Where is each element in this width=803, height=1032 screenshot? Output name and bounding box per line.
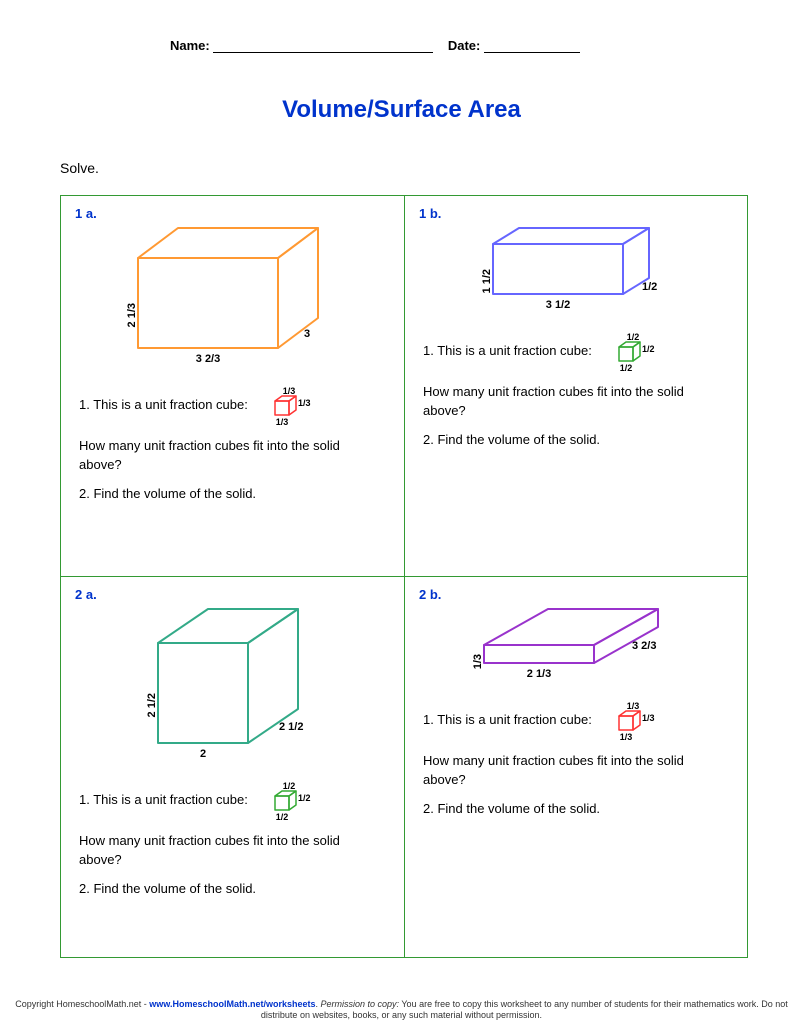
box-figure: 2 1/3 3 2/3 3 — [98, 218, 368, 374]
name-label: Name: — [170, 38, 210, 53]
question-text: How many unit fraction cubes fit into th… — [423, 383, 729, 421]
svg-text:1/3: 1/3 — [276, 417, 289, 427]
footer: Copyright HomeschoolMath.net - www.Homes… — [0, 999, 803, 1022]
question-text: 1. This is a unit fraction cube: 1/3 1/3… — [79, 384, 386, 427]
svg-text:2 1/3: 2 1/3 — [527, 668, 551, 680]
unit-cube-icon: 1/2 1/2 1/2 — [255, 779, 320, 822]
question-text: How many unit fraction cubes fit into th… — [79, 437, 386, 475]
problem-cell-1a: 1 a. 2 1/3 3 2/3 3 1. This is a unit fra… — [61, 196, 404, 576]
svg-text:3: 3 — [304, 328, 310, 340]
question-text: 1. This is a unit fraction cube: 1/2 1/2… — [423, 330, 729, 373]
question-text: 2. Find the volume of the solid. — [423, 431, 729, 450]
question-text: 2. Find the volume of the solid. — [79, 880, 386, 899]
box-figure: 1 1/2 3 1/2 1/2 — [453, 218, 699, 320]
question-text: How many unit fraction cubes fit into th… — [423, 752, 729, 790]
svg-text:1/3: 1/3 — [283, 386, 296, 396]
unit-cube-icon: 1/3 1/3 1/3 — [255, 384, 320, 427]
question-text: 1. This is a unit fraction cube: 1/2 1/2… — [79, 779, 386, 822]
footer-link: www.HomeschoolMath.net/worksheets — [149, 999, 315, 1009]
svg-text:1/3: 1/3 — [472, 654, 484, 669]
svg-text:1/3: 1/3 — [642, 713, 655, 723]
problem-label: 1 b. — [419, 206, 441, 221]
date-label: Date: — [448, 38, 481, 53]
svg-text:1/3: 1/3 — [620, 732, 633, 742]
question-text: 1. This is a unit fraction cube: 1/3 1/3… — [423, 699, 729, 742]
svg-text:2: 2 — [199, 748, 205, 760]
instruction: Solve. — [60, 160, 99, 176]
svg-text:1/2: 1/2 — [627, 332, 640, 342]
page-title: Volume/Surface Area — [0, 96, 803, 124]
svg-text:2 1/2: 2 1/2 — [279, 721, 303, 733]
name-blank — [213, 40, 433, 53]
problem-cell-2a: 2 a. 2 1/2 2 2 1/2 1. This is a unit fra… — [61, 577, 404, 957]
svg-text:1/2: 1/2 — [642, 281, 657, 293]
unit-cube-icon: 1/3 1/3 1/3 — [599, 699, 664, 742]
svg-text:1/2: 1/2 — [276, 812, 289, 822]
svg-text:1/2: 1/2 — [298, 793, 311, 803]
unit-cube-icon: 1/2 1/2 1/2 — [599, 330, 664, 373]
grid-row: 1 a. 2 1/3 3 2/3 3 1. This is a unit fra… — [61, 196, 747, 576]
svg-text:1/3: 1/3 — [627, 701, 640, 711]
question-text: 2. Find the volume of the solid. — [423, 800, 729, 819]
footer-permission-label: Permission to copy: — [321, 999, 400, 1009]
svg-text:3 2/3: 3 2/3 — [632, 640, 656, 652]
problem-label: 2 b. — [419, 587, 441, 602]
question-text: How many unit fraction cubes fit into th… — [79, 832, 386, 870]
box-figure: 2 1/2 2 2 1/2 — [118, 599, 348, 769]
header: Name: Date: — [170, 38, 580, 53]
problem-cell-1b: 1 b. 1 1/2 3 1/2 1/2 1. This is a unit f… — [404, 196, 747, 576]
date-blank — [484, 40, 580, 53]
svg-text:1/2: 1/2 — [283, 781, 296, 791]
problem-cell-2b: 2 b. 1/3 2 1/3 3 2/3 1. This is a unit f… — [404, 577, 747, 957]
svg-text:1/3: 1/3 — [298, 398, 311, 408]
svg-text:3 1/2: 3 1/2 — [546, 299, 570, 311]
worksheet-page: Name: Date: Volume/Surface Area Solve. 1… — [0, 0, 803, 1032]
svg-text:1/2: 1/2 — [620, 363, 633, 373]
box-figure: 1/3 2 1/3 3 2/3 — [444, 599, 708, 689]
svg-text:2 1/2: 2 1/2 — [145, 693, 157, 717]
svg-text:2 1/3: 2 1/3 — [125, 303, 137, 327]
problems-grid: 1 a. 2 1/3 3 2/3 3 1. This is a unit fra… — [60, 195, 748, 958]
grid-row: 2 a. 2 1/2 2 2 1/2 1. This is a unit fra… — [61, 576, 747, 957]
svg-text:3 2/3: 3 2/3 — [195, 353, 219, 365]
question-text: 2. Find the volume of the solid. — [79, 485, 386, 504]
problem-label: 2 a. — [75, 587, 97, 602]
svg-text:1 1/2: 1 1/2 — [481, 269, 493, 293]
svg-text:1/2: 1/2 — [642, 344, 655, 354]
problem-label: 1 a. — [75, 206, 97, 221]
footer-text: Copyright HomeschoolMath.net - — [15, 999, 149, 1009]
